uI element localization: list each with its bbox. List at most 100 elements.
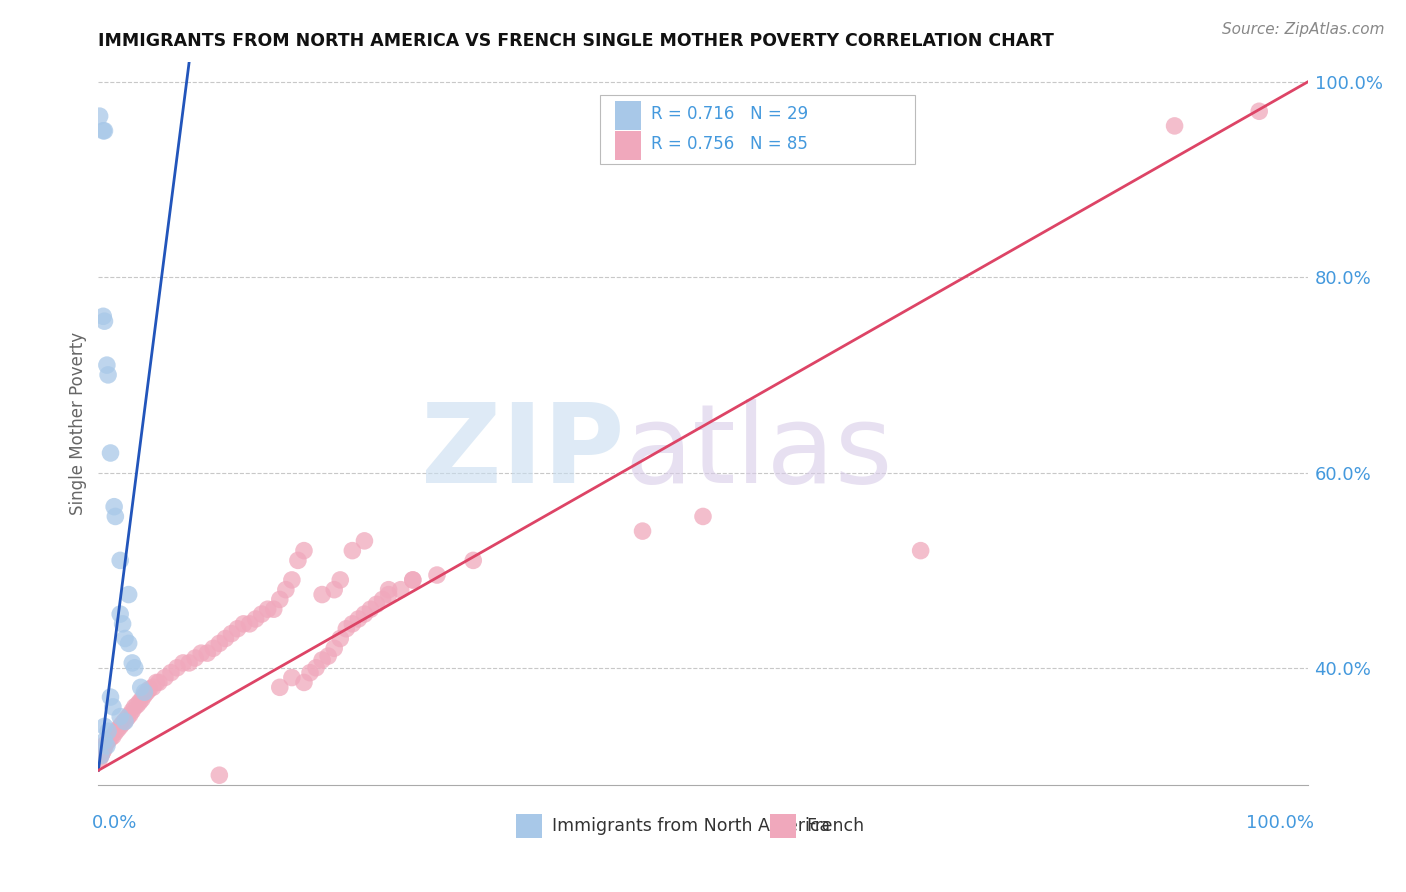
Point [195,646,218,660]
Point [114,714,136,729]
Bar [769,814,796,838]
Point [93,740,115,755]
Point [107,723,129,737]
Y-axis label: Single Mother Poverty: Single Mother Poverty [69,332,87,516]
Point [117,710,139,724]
Point [323,641,346,656]
Point [256,602,278,616]
Point [692,509,714,524]
Point [104,509,127,524]
Point [377,588,399,602]
Point [316,649,339,664]
Point [287,553,309,567]
Point [269,681,291,695]
Point [135,685,157,699]
Text: IMMIGRANTS FROM NORTH AMERICA VS FRENCH SINGLE MOTHER POVERTY CORRELATION CHART: IMMIGRANTS FROM NORTH AMERICA VS FRENCH … [98,32,1054,50]
Point [631,524,654,538]
Point [131,692,153,706]
FancyBboxPatch shape [600,95,915,163]
Point [100,446,122,460]
Point [121,656,143,670]
Point [329,573,352,587]
Point [108,709,131,723]
Point [114,632,136,646]
Point [329,632,352,646]
Point [166,661,188,675]
Point [214,632,236,646]
Point [160,665,183,680]
Text: Immigrants from North America: Immigrants from North America [551,817,830,835]
Point [148,675,170,690]
Point [108,607,131,621]
Text: 100.0%: 100.0% [1246,814,1313,832]
Point [90,748,112,763]
Point [101,699,124,714]
Point [138,682,160,697]
Point [263,602,285,616]
Point [250,607,273,621]
Point [103,500,125,514]
Text: R = 0.716   N = 29: R = 0.716 N = 29 [651,104,808,123]
Point [118,588,141,602]
Point [100,731,122,745]
Point [108,553,131,567]
Bar [516,814,543,838]
Point [121,704,143,718]
Point [305,661,328,675]
Point [129,681,152,695]
Point [184,651,207,665]
Text: 0.0%: 0.0% [93,814,138,832]
Point [190,646,212,660]
Point [97,724,120,739]
Point [179,656,201,670]
Point [118,707,141,722]
Point [90,748,112,763]
Point [202,641,225,656]
Point [89,751,111,765]
Point [221,626,243,640]
Point [299,665,322,680]
Point [118,636,141,650]
Point [89,109,111,123]
Point [239,616,262,631]
Point [1249,104,1271,119]
Point [101,729,124,743]
Point [366,598,388,612]
Point [274,582,297,597]
Point [342,543,364,558]
Point [124,699,146,714]
Point [353,607,375,621]
Point [292,543,315,558]
Point [91,744,114,758]
Point [93,124,115,138]
Point [226,622,249,636]
Point [93,314,115,328]
Point [91,310,114,324]
Point [134,685,156,699]
Point [93,719,115,733]
Text: R = 0.756   N = 85: R = 0.756 N = 85 [651,135,808,153]
Point [100,690,122,704]
Point [97,368,120,382]
Point [172,656,194,670]
Point [311,653,333,667]
Text: ZIP: ZIP [420,399,624,506]
Point [245,612,267,626]
Point [371,592,394,607]
Text: atlas: atlas [624,399,893,506]
Point [269,592,291,607]
Point [292,675,315,690]
Point [389,582,412,597]
Point [342,616,364,631]
Point [108,719,131,733]
Point [377,582,399,597]
Point [402,573,425,587]
Point [128,695,150,709]
Point [426,568,449,582]
Point [208,636,231,650]
Point [1163,119,1185,133]
Point [463,553,485,567]
Point [153,671,176,685]
Point [347,612,370,626]
Point [323,582,346,597]
